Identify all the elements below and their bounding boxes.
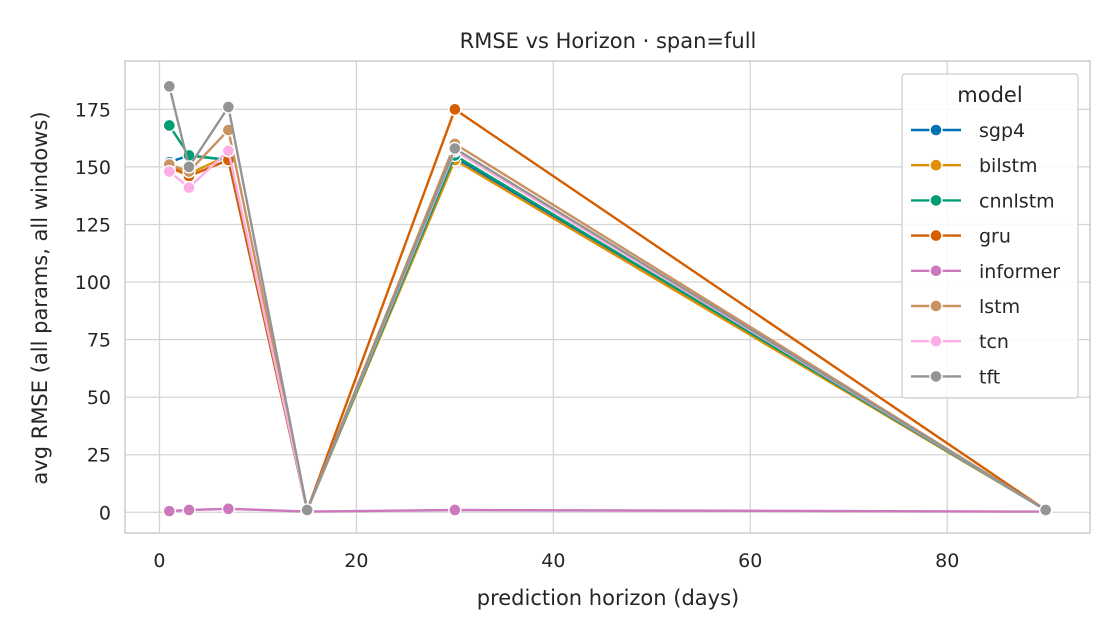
data-point-gru bbox=[448, 102, 462, 117]
data-point-tcn bbox=[182, 180, 196, 195]
legend-swatch-marker bbox=[929, 264, 943, 278]
data-point-tft bbox=[1038, 503, 1053, 517]
x-tick-label: 0 bbox=[153, 550, 165, 572]
chart-title: RMSE vs Horizon · span=full bbox=[460, 29, 757, 53]
data-point-tft bbox=[300, 503, 314, 517]
legend-swatch-marker bbox=[929, 228, 943, 243]
data-point-tcn bbox=[221, 144, 236, 158]
legend-swatch-marker bbox=[929, 158, 943, 172]
y-tick-label: 0 bbox=[99, 502, 111, 524]
x-tick-label: 60 bbox=[738, 550, 762, 572]
data-point-informer bbox=[448, 503, 462, 517]
legend-items: sgp4 bilstm cnnlstm gru informer lstm tcn tft bbox=[911, 120, 1060, 388]
legend-item-tft: tft bbox=[911, 366, 1000, 388]
data-point-informer bbox=[182, 503, 196, 517]
y-tick-label: 125 bbox=[75, 214, 111, 236]
data-point-tft bbox=[182, 160, 196, 174]
x-tick-label: 80 bbox=[935, 550, 959, 572]
legend-swatch-marker bbox=[929, 193, 943, 208]
y-axis-label: avg RMSE (all params, all windows) bbox=[28, 111, 52, 484]
legend-item-cnnlstm: cnnlstm bbox=[911, 190, 1055, 212]
series-informer bbox=[162, 502, 1053, 519]
y-tick-label: 50 bbox=[87, 387, 111, 409]
legend-label: sgp4 bbox=[979, 120, 1025, 142]
data-point-tcn bbox=[162, 164, 177, 179]
legend-item-lstm: lstm bbox=[911, 296, 1020, 318]
series-lines bbox=[162, 79, 1053, 519]
legend-label: tft bbox=[979, 366, 1000, 388]
legend-label: bilstm bbox=[979, 155, 1037, 177]
y-tick-label: 75 bbox=[87, 330, 111, 352]
data-point-informer bbox=[221, 502, 236, 516]
legend-frame bbox=[901, 73, 1079, 399]
data-point-cnnlstm bbox=[162, 118, 177, 133]
plot-area-frame bbox=[124, 60, 1091, 534]
x-tick-label: 20 bbox=[344, 550, 368, 572]
data-point-tft bbox=[448, 141, 462, 156]
x-tick-label: 40 bbox=[541, 550, 565, 572]
data-point-tft bbox=[162, 79, 177, 94]
legend-label: cnnlstm bbox=[979, 190, 1055, 212]
data-point-tft bbox=[221, 100, 236, 114]
series-tft bbox=[162, 79, 1053, 517]
series-line-tft bbox=[168, 86, 1047, 512]
legend-swatch-marker bbox=[929, 369, 943, 384]
legend-label: tcn bbox=[979, 331, 1009, 353]
legend-item-tcn: tcn bbox=[911, 331, 1009, 353]
y-tick-label: 175 bbox=[75, 99, 111, 121]
x-axis-label: prediction horizon (days) bbox=[477, 586, 739, 610]
axis-ticks: 0 20 40 60 80 0 25 50 75 100 125 150 175 bbox=[75, 99, 960, 572]
legend-swatch-marker bbox=[929, 299, 943, 313]
legend-swatch-marker bbox=[929, 123, 943, 137]
legend-label: gru bbox=[979, 226, 1011, 248]
legend-label: lstm bbox=[979, 296, 1020, 318]
legend-item-informer: informer bbox=[911, 261, 1060, 283]
legend-item-sgp4: sgp4 bbox=[911, 120, 1025, 142]
legend-item-bilstm: bilstm bbox=[911, 155, 1037, 177]
legend-title: model bbox=[957, 83, 1022, 107]
legend: model sgp4 bilstm cnnlstm gru informer lstm tc… bbox=[901, 73, 1079, 399]
data-point-informer bbox=[162, 504, 177, 518]
legend-label: informer bbox=[979, 261, 1060, 283]
legend-item-gru: gru bbox=[911, 226, 1011, 248]
legend-swatch-marker bbox=[929, 334, 943, 348]
y-tick-label: 100 bbox=[75, 272, 111, 294]
y-tick-label: 25 bbox=[87, 445, 111, 467]
y-tick-label: 150 bbox=[75, 157, 111, 179]
